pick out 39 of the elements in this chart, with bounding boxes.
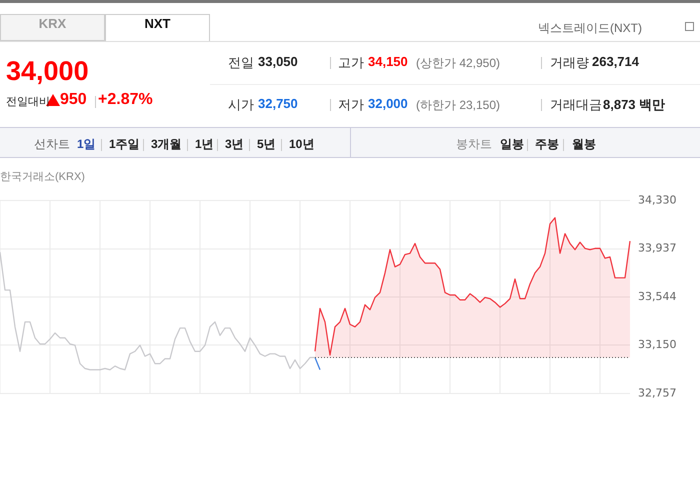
y-tick-label: 34,330	[638, 193, 676, 206]
text: 주봉	[535, 136, 559, 153]
text: 950	[60, 91, 87, 109]
text: NXT	[144, 16, 172, 31]
text: 시가	[228, 96, 254, 114]
y-tick-label: 33,544	[638, 290, 676, 303]
text: (상한가 42,950)	[416, 55, 500, 72]
text: 8,873 백만	[603, 96, 666, 114]
text: 32,000	[368, 96, 408, 111]
text: (하한가 23,150)	[416, 97, 500, 114]
y-tick-label: 32,757	[638, 386, 676, 400]
text: 33,050	[258, 54, 298, 69]
text: 5년	[257, 136, 276, 153]
text: KRX	[38, 16, 68, 31]
y-tick-label: 33,937	[638, 242, 676, 255]
text: 263,714	[592, 54, 639, 69]
text: 전일대비	[6, 95, 50, 109]
text: 거래량	[550, 54, 589, 72]
text: 34,150	[368, 54, 408, 69]
text: 32,750	[258, 96, 298, 111]
text: 34,000	[6, 56, 89, 87]
text: 일봉	[500, 136, 524, 153]
text: 거래대금	[550, 96, 602, 114]
text: 3개월	[151, 136, 182, 153]
text: 1주일	[109, 136, 140, 153]
text: 넥스트레이드(NXT)	[538, 20, 642, 37]
text: 10년	[289, 136, 314, 153]
text: 월봉	[572, 136, 596, 153]
text: 한국거래소(KRX)	[0, 170, 85, 184]
y-tick-label: 33,150	[638, 338, 676, 352]
text: 1년	[195, 136, 214, 153]
text: 선차트	[34, 136, 70, 153]
text: 봉차트	[456, 136, 492, 153]
text: 저가	[338, 96, 364, 114]
text: 1일	[77, 136, 96, 153]
text: 전일	[228, 54, 254, 72]
text: 고가	[338, 54, 364, 72]
text: +2.87%	[98, 91, 153, 109]
text: 3년	[225, 136, 244, 153]
